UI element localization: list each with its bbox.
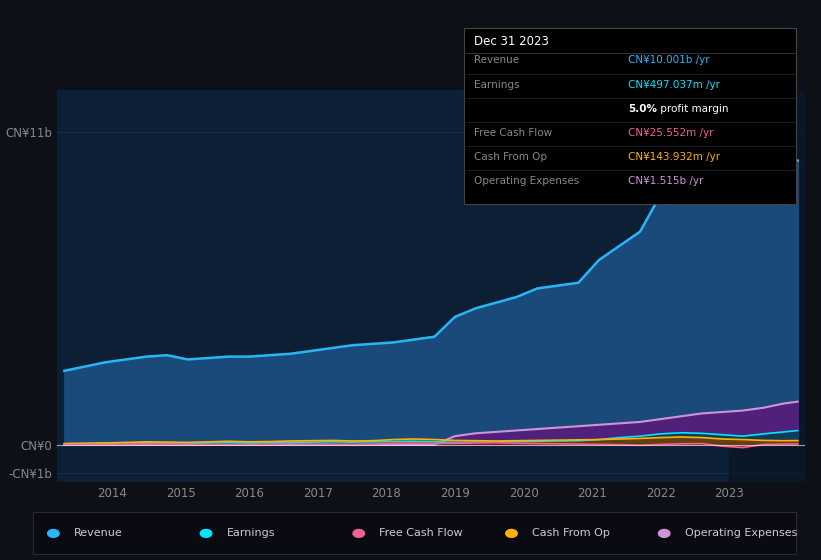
Text: Dec 31 2023: Dec 31 2023 <box>474 35 548 48</box>
Text: profit margin: profit margin <box>657 104 728 114</box>
Text: CN¥143.932m /yr: CN¥143.932m /yr <box>628 152 720 162</box>
Bar <box>729 90 805 482</box>
Text: Earnings: Earnings <box>474 80 519 90</box>
Text: Free Cash Flow: Free Cash Flow <box>379 529 463 538</box>
Text: Cash From Op: Cash From Op <box>532 529 610 538</box>
Text: Cash From Op: Cash From Op <box>474 152 547 162</box>
Text: CN¥10.001b /yr: CN¥10.001b /yr <box>628 55 709 66</box>
Text: CN¥497.037m /yr: CN¥497.037m /yr <box>628 80 720 90</box>
Text: Operating Expenses: Operating Expenses <box>685 529 797 538</box>
Text: Operating Expenses: Operating Expenses <box>474 176 579 186</box>
Text: 5.0%: 5.0% <box>628 104 657 114</box>
Text: Earnings: Earnings <box>227 529 275 538</box>
Text: CN¥25.552m /yr: CN¥25.552m /yr <box>628 128 713 138</box>
Text: Revenue: Revenue <box>474 55 519 66</box>
Text: CN¥1.515b /yr: CN¥1.515b /yr <box>628 176 704 186</box>
Text: Free Cash Flow: Free Cash Flow <box>474 128 552 138</box>
Text: Revenue: Revenue <box>74 529 122 538</box>
